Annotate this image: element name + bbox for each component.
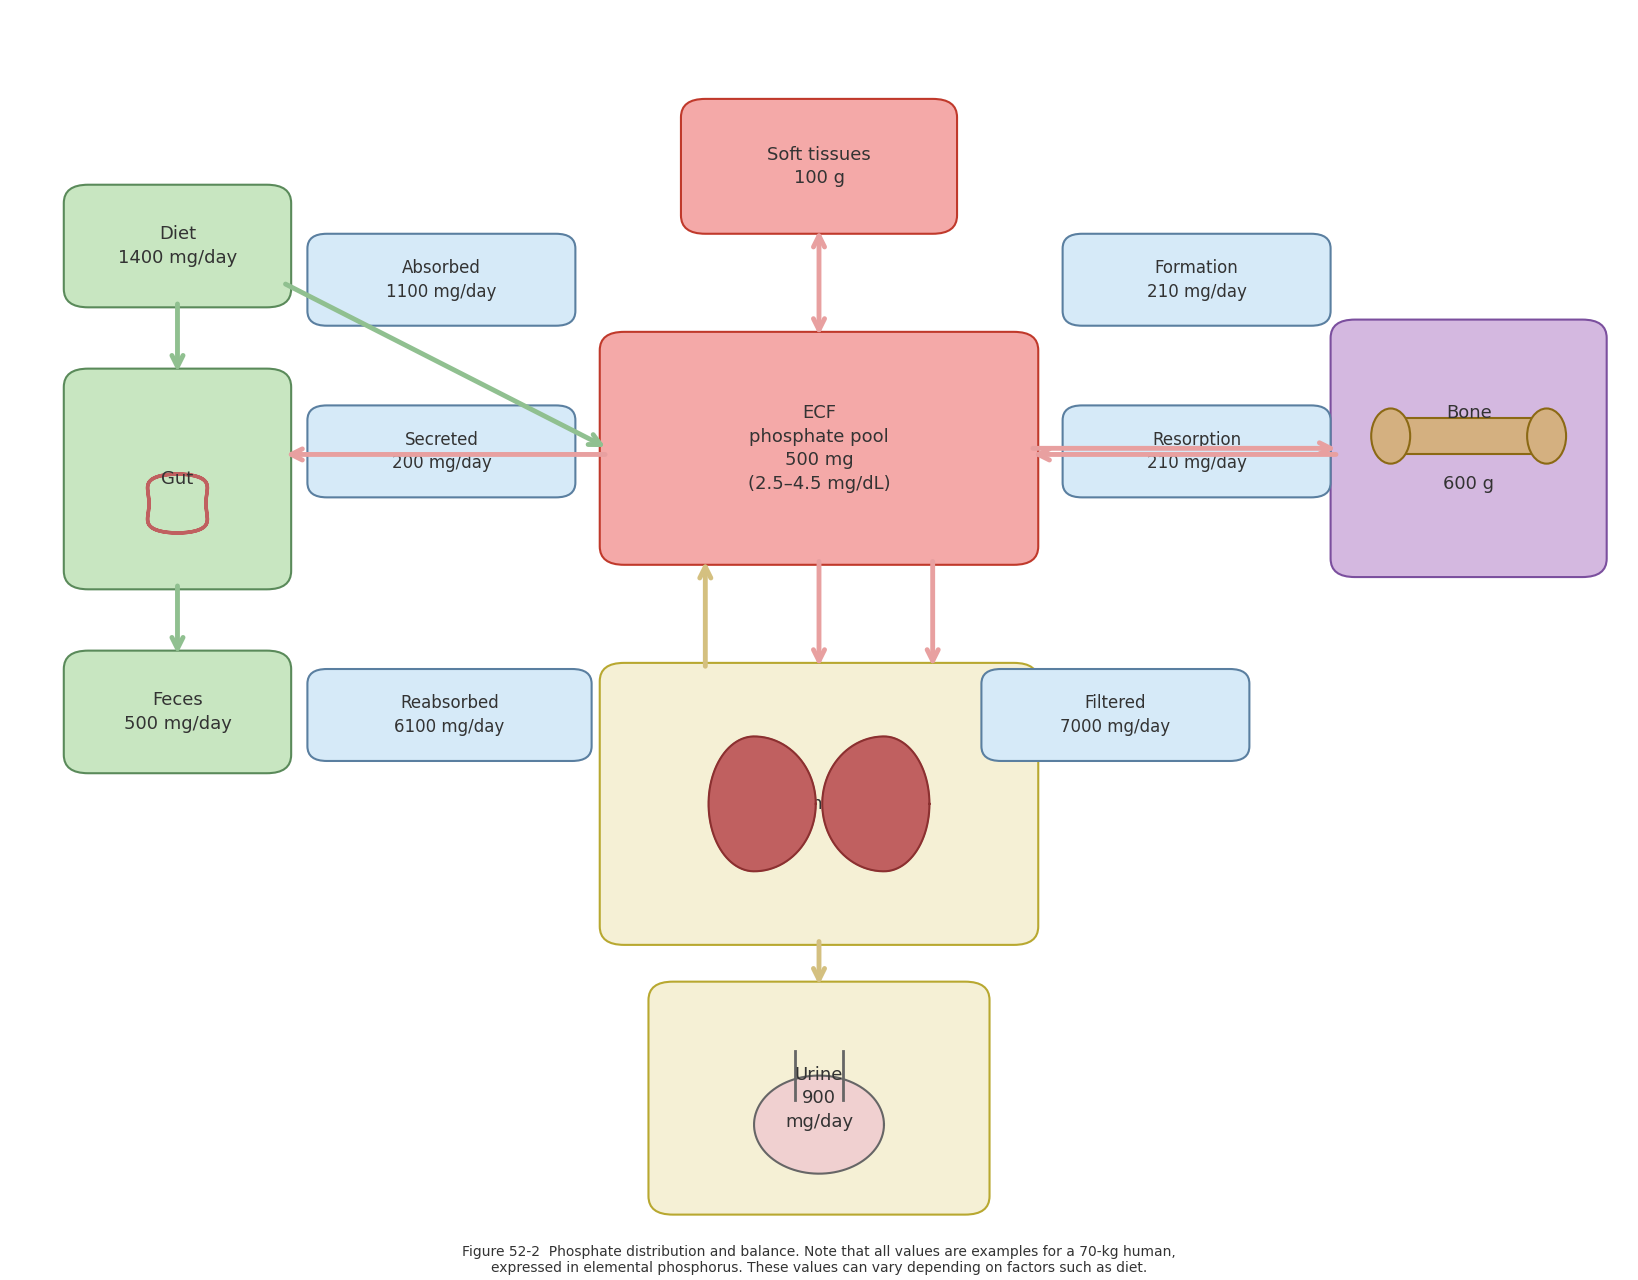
FancyBboxPatch shape (600, 663, 1038, 945)
FancyBboxPatch shape (308, 406, 575, 498)
FancyBboxPatch shape (64, 650, 292, 773)
FancyBboxPatch shape (308, 669, 591, 762)
Text: Filtered
7000 mg/day: Filtered 7000 mg/day (1060, 694, 1171, 736)
Bar (1396, 417, 1541, 454)
FancyBboxPatch shape (600, 332, 1038, 564)
Text: Urine
900
mg/day: Urine 900 mg/day (785, 1065, 853, 1130)
FancyBboxPatch shape (1063, 406, 1330, 498)
Ellipse shape (1371, 408, 1410, 463)
Text: Bone


600 g: Bone 600 g (1443, 404, 1494, 493)
FancyBboxPatch shape (308, 234, 575, 325)
Text: Reabsorbed
6100 mg/day: Reabsorbed 6100 mg/day (395, 694, 505, 736)
Polygon shape (822, 736, 929, 872)
Text: Gut: Gut (162, 470, 193, 488)
Text: Absorbed
1100 mg/day: Absorbed 1100 mg/day (387, 259, 496, 301)
Text: Diet
1400 mg/day: Diet 1400 mg/day (118, 225, 238, 266)
FancyBboxPatch shape (1063, 234, 1330, 325)
FancyBboxPatch shape (649, 982, 989, 1215)
FancyBboxPatch shape (681, 99, 957, 234)
Text: Soft tissues
100 g: Soft tissues 100 g (767, 146, 871, 187)
Text: ECF
phosphate pool
500 mg
(2.5–4.5 mg/dL): ECF phosphate pool 500 mg (2.5–4.5 mg/dL… (747, 404, 891, 493)
Polygon shape (753, 1075, 885, 1174)
Text: Formation
210 mg/day: Formation 210 mg/day (1147, 259, 1247, 301)
FancyBboxPatch shape (64, 184, 292, 307)
Text: Figure 52-2  Phosphate distribution and balance. Note that all values are exampl: Figure 52-2 Phosphate distribution and b… (462, 1245, 1176, 1275)
Text: Resorption
210 mg/day: Resorption 210 mg/day (1147, 430, 1247, 472)
Ellipse shape (1527, 408, 1566, 463)
FancyBboxPatch shape (981, 669, 1250, 762)
FancyBboxPatch shape (1330, 320, 1607, 577)
FancyBboxPatch shape (64, 369, 292, 589)
Text: Kidneys: Kidneys (783, 795, 855, 813)
Polygon shape (709, 736, 816, 872)
Text: Feces
500 mg/day: Feces 500 mg/day (123, 691, 231, 732)
Text: Secreted
200 mg/day: Secreted 200 mg/day (391, 430, 491, 472)
